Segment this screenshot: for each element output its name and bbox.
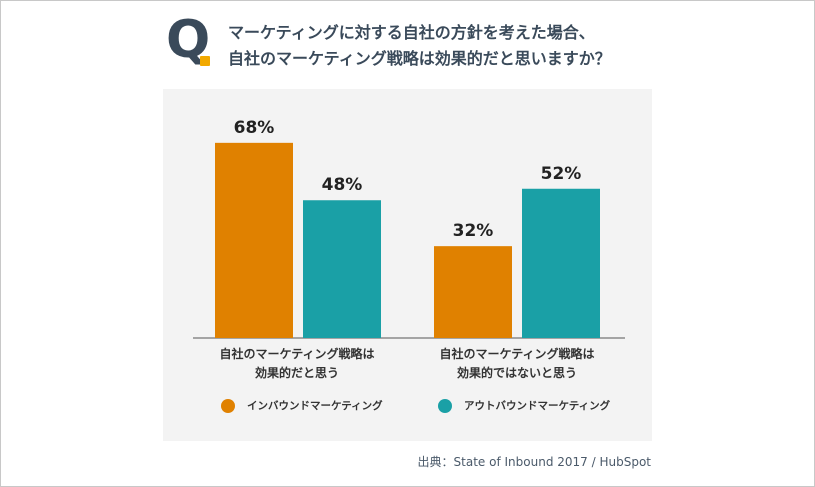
category-label-not-effective-line-1: 自社のマーケティング戦略は xyxy=(439,347,595,361)
legend-swatch-outbound xyxy=(438,398,452,413)
legend-item-outbound: アウトバウンドマーケティング xyxy=(438,398,610,413)
category-label-effective: 自社のマーケティング戦略は 効果的だと思う xyxy=(197,345,397,383)
value-label-outbound-not-effective: 52% xyxy=(541,164,582,184)
category-label-effective-line-1: 自社のマーケティング戦略は xyxy=(219,347,375,361)
question-text: マーケティングに対する自社の方針を考えた場合、 自社のマーケティング戦略は効果的… xyxy=(228,20,668,72)
bar-outbound-effective xyxy=(303,200,381,338)
legend-item-inbound: インバウンドマーケティング xyxy=(221,398,383,413)
bar-chart: 68% 32% 48% 52% xyxy=(193,118,625,339)
legend-label-outbound: アウトバウンドマーケティング xyxy=(464,400,611,412)
question-line-1: マーケティングに対する自社の方針を考えた場合、 xyxy=(228,23,595,42)
value-label-inbound-effective: 68% xyxy=(234,118,275,138)
category-label-not-effective-line-2: 効果的ではないと思う xyxy=(456,366,577,380)
legend-swatch-inbound xyxy=(221,398,235,413)
value-label-outbound-effective: 48% xyxy=(322,175,363,195)
question-line-2: 自社のマーケティング戦略は効果的だと思いますか？ xyxy=(228,49,611,68)
legend-label-inbound: インバウンドマーケティング xyxy=(247,400,383,412)
question-mark-dot xyxy=(200,56,210,66)
bar-inbound-effective xyxy=(215,142,293,338)
category-label-effective-line-2: 効果的だと思う xyxy=(254,366,339,380)
source-citation: 出典：State of Inbound 2017 / HubSpot xyxy=(417,455,651,469)
category-label-not-effective: 自社のマーケティング戦略は 効果的ではないと思う xyxy=(417,345,617,383)
bar-inbound-not-effective xyxy=(434,246,512,338)
bar-outbound-not-effective xyxy=(522,188,600,338)
value-label-inbound-not-effective: 32% xyxy=(453,221,494,241)
